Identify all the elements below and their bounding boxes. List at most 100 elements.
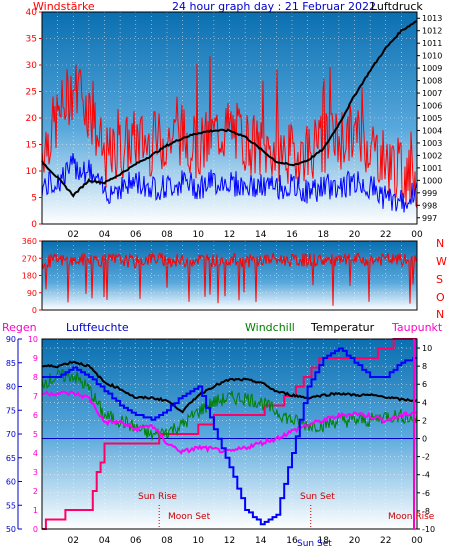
pressure-tick-label: 1001 (422, 164, 442, 173)
rain-tick-label: 3 (33, 468, 38, 477)
dewpoint-series-line (41, 390, 418, 455)
pressure-tick-label: 1003 (422, 139, 442, 148)
x-tick-label-bottom: 16 (286, 536, 298, 546)
direction-tick-label: 180 (22, 272, 37, 281)
pressure-tick-label: 1013 (422, 14, 442, 23)
rain-tick-label: 4 (33, 449, 38, 458)
rain-tick-label: 1 (33, 506, 38, 515)
pressure-tick-label: 1009 (422, 64, 442, 73)
humidity-tick-label: 90 (6, 335, 16, 344)
wind-tick-label: 15 (26, 141, 37, 151)
rain-tick-label: 10 (28, 335, 38, 344)
humidity-tick-label: 75 (6, 406, 16, 415)
direction-letter-o: O (436, 291, 445, 304)
pressure-tick-label: 1005 (422, 114, 442, 123)
rain-tick-label: 2 (33, 487, 38, 496)
temperature-tick-label: 4 (422, 398, 427, 407)
x-tick-label-top: 20 (349, 230, 361, 240)
humidity-tick-label: 80 (6, 383, 16, 392)
pressure-tick-label: 999 (422, 189, 437, 198)
x-tick-label-bottom: 18 (318, 536, 330, 546)
pressure-tick-label: 1008 (422, 77, 442, 86)
x-tick-label-top: 22 (380, 230, 391, 240)
direction-tick-label: 0 (32, 306, 37, 315)
x-tick-label-top: 02 (68, 230, 79, 240)
x-tick-label-bottom: 06 (130, 536, 142, 546)
direction-letter-s: S (436, 273, 443, 286)
x-tick-label-top: 00 (411, 230, 423, 240)
event-sun-set: Sun Set (300, 492, 335, 502)
pressure-tick-label: 1010 (422, 52, 442, 61)
wind-axis-title: Windstärke (33, 0, 95, 13)
x-tick-label-bottom: 20 (349, 536, 361, 546)
humidity-tick-label: 65 (6, 454, 16, 463)
wind-tick-label: 5 (31, 194, 37, 204)
x-tick-label-top: 06 (130, 230, 142, 240)
temperature-tick-label: 2 (422, 416, 427, 425)
x-tick-label-top: 08 (161, 230, 173, 240)
event-moon-rise: Moon Rise (388, 512, 435, 522)
x-tick-label-bottom: 04 (99, 536, 111, 546)
legend-taupunkt: Taupunkt (391, 321, 443, 334)
pressure-tick-label: 1007 (422, 89, 442, 98)
x-tick-label-top: 12 (224, 230, 235, 240)
humidity-tick-label: 50 (6, 525, 16, 534)
temperature-tick-label: -6 (422, 489, 430, 498)
temperature-tick-label: -10 (422, 525, 435, 534)
pressure-tick-label: 1004 (422, 126, 442, 135)
humidity-tick-label: 55 (6, 501, 16, 510)
pressure-axis-title: Luftdruck (371, 0, 423, 13)
rain-tick-label: 6 (33, 411, 38, 420)
temperature-tick-label: -2 (422, 453, 430, 462)
wind-series-line (41, 152, 418, 213)
direction-letter-n-top: N (436, 237, 444, 250)
pressure-tick-label: 997 (422, 214, 437, 223)
x-tick-label-top: 04 (99, 230, 111, 240)
pressure-tick-label: 1011 (422, 39, 442, 48)
temperature-tick-label: 6 (422, 380, 427, 389)
temperature-series-line (41, 360, 418, 414)
event-sun-rise: Sun Rise (138, 492, 177, 502)
pressure-tick-label: 1000 (422, 176, 442, 185)
direction-tick-label: 270 (22, 254, 37, 263)
pressure-series-line (41, 20, 418, 198)
humidity-series-line (42, 347, 417, 526)
panel3-frame (41, 338, 418, 530)
x-tick-label-top: 18 (318, 230, 330, 240)
temperature-tick-label: 8 (422, 362, 427, 371)
humidity-tick-label: 70 (6, 430, 16, 439)
gust-series-line (41, 56, 418, 209)
pressure-tick-label: 998 (422, 201, 437, 210)
temperature-tick-label: 0 (422, 435, 427, 444)
wind-tick-label: 20 (26, 114, 38, 124)
legend-windchill: Windchill (245, 321, 295, 334)
rain-tick-label: 5 (33, 430, 38, 439)
x-tick-label-top: 14 (255, 230, 267, 240)
x-tick-label-bottom: 08 (161, 536, 173, 546)
rain-tick-label: 0 (33, 525, 38, 534)
legend-luftfeuchte: Luftfeuchte (66, 321, 129, 334)
x-tick-label-top: 16 (286, 230, 298, 240)
wind-tick-label: 40 (26, 8, 38, 18)
humidity-tick-label: 85 (6, 359, 16, 368)
pressure-tick-label: 1002 (422, 151, 442, 160)
temperature-tick-label: -4 (422, 471, 430, 480)
x-tick-label-bottom: 02 (68, 536, 79, 546)
windchill-series-line (41, 369, 418, 441)
chart-title: 24 hour graph day : 21 Februar 2022 (172, 0, 376, 13)
humidity-tick-label: 60 (6, 478, 16, 487)
wind-tick-label: 30 (26, 61, 38, 71)
x-tick-label-top: 10 (193, 230, 205, 240)
legend-temperatur: Temperatur (310, 321, 375, 334)
wind-tick-label: 0 (31, 220, 37, 230)
rain-tick-label: 8 (33, 373, 38, 382)
direction-tick-label: 360 (22, 237, 37, 246)
x-tick-label-bottom: 10 (193, 536, 205, 546)
wind-tick-label: 10 (26, 167, 38, 177)
legend-regen: Regen (2, 321, 37, 334)
rain-tick-label: 7 (33, 392, 38, 401)
event-sun-set-bottom: Sun Set (297, 539, 332, 549)
wind-tick-label: 35 (26, 35, 37, 45)
